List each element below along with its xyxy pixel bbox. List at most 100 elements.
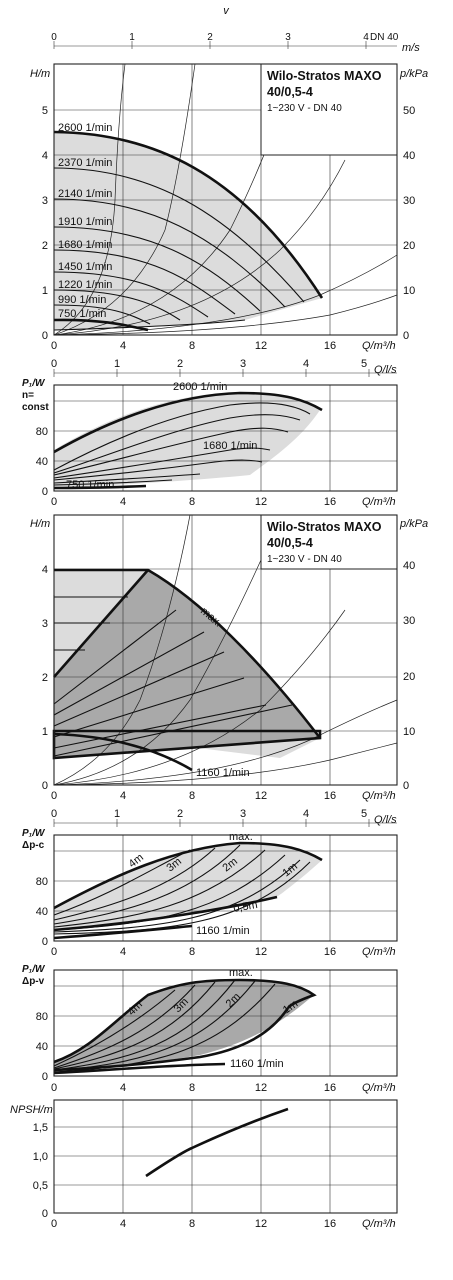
x-tick: 16 xyxy=(324,946,336,958)
y-right-tick: 30 xyxy=(403,615,415,627)
product-name: Wilo-Stratos MAXO xyxy=(267,69,382,83)
power-curves xyxy=(53,391,323,490)
x-tick: 16 xyxy=(324,790,336,802)
velocity-tick: 3 xyxy=(285,32,291,43)
y-axis-label-3: const xyxy=(22,402,49,413)
speed-curve-1450 xyxy=(53,271,209,318)
y-right-tick: 30 xyxy=(403,195,415,207)
y-axis-label-2: n= xyxy=(22,390,34,401)
y-right-tick: 20 xyxy=(403,240,415,252)
velocity-axis-unit: m/s xyxy=(402,42,420,54)
dpc-label: 0,5m xyxy=(232,899,258,915)
product-subtitle: 1~230 V - DN 40 xyxy=(267,554,342,565)
y-tick: 4 xyxy=(42,564,48,576)
dpv-area xyxy=(54,980,314,1070)
x-tick: 12 xyxy=(255,340,267,352)
power-curve-750 xyxy=(53,484,147,490)
x-tick: 4 xyxy=(120,1082,126,1094)
y-tick: 40 xyxy=(36,906,48,918)
pipe-size-label: DN 40 xyxy=(370,32,399,43)
y-tick: 1,5 xyxy=(33,1122,48,1134)
power-curve-1680 xyxy=(53,459,263,481)
dpc-curves xyxy=(53,841,323,940)
y-tick: 0 xyxy=(42,486,48,498)
x-tick: 4 xyxy=(120,340,126,352)
x-tick: 8 xyxy=(189,790,195,802)
velocity-axis-label: v xyxy=(223,5,230,17)
y-tick: 0 xyxy=(42,1071,48,1083)
x-tick: 0 xyxy=(51,946,57,958)
dpc-label: max. xyxy=(229,831,253,843)
speed-curves xyxy=(53,130,324,332)
y-axis-label: H/m xyxy=(30,68,50,80)
power-label: 1680 1/min xyxy=(203,440,257,452)
flow-ls-tick: 1 xyxy=(114,808,120,820)
x-tick: 16 xyxy=(324,340,336,352)
flow-ls-label: Q/l/s xyxy=(374,814,397,826)
y-tick: 0 xyxy=(42,780,48,792)
min-label: 1160 1/min xyxy=(196,767,250,779)
x-tick: 0 xyxy=(51,790,57,802)
product-model: 40/0,5-4 xyxy=(267,85,313,99)
x-tick: 8 xyxy=(189,1218,195,1230)
speed-curve-1680 xyxy=(53,249,236,315)
x-tick: 12 xyxy=(255,1218,267,1230)
flow-ls-tick: 2 xyxy=(177,358,183,370)
speed-label: 990 1/min xyxy=(58,294,106,306)
speed-curve-2140 xyxy=(53,198,286,308)
dpv-label: max. xyxy=(229,967,253,979)
speed-curve-990 xyxy=(53,304,151,325)
speed-label: 1910 1/min xyxy=(58,216,112,228)
x-tick: 0 xyxy=(51,1218,57,1230)
y-tick: 0 xyxy=(42,1208,48,1220)
speed-labels: 2600 1/min 2370 1/min 2140 1/min 1910 1/… xyxy=(58,122,112,320)
speed-curve-1220 xyxy=(53,289,181,321)
y-tick: 80 xyxy=(36,426,48,438)
npsh-curve xyxy=(145,1107,289,1178)
power-curve-max xyxy=(53,841,323,910)
speed-curve-1910 xyxy=(53,226,261,312)
x-tick: 16 xyxy=(324,496,336,508)
velocity-axis: v 0 1 2 3 4 DN 40 m/s xyxy=(51,5,420,54)
velocity-tick: 0 xyxy=(51,32,57,43)
flow-ls-tick: 4 xyxy=(303,358,309,370)
y-tick: 3 xyxy=(42,618,48,630)
panel-power-const: 2600 1/min 1680 1/min 750 1/min P₁/W n= … xyxy=(22,378,398,508)
flow-ls-tick: 0 xyxy=(51,358,57,370)
flow-ls-axis: 0 1 2 3 4 5 Q/l/s xyxy=(51,358,397,377)
flow-ls-tick: 3 xyxy=(240,358,246,370)
x-tick: 12 xyxy=(255,1082,267,1094)
y-tick: 1 xyxy=(42,285,48,297)
y-tick: 1 xyxy=(42,726,48,738)
flow-ls-tick: 3 xyxy=(240,808,246,820)
flow-ls-tick: 0 xyxy=(51,808,57,820)
y-axis-label-2: Δp-c xyxy=(22,840,45,851)
y-tick: 0 xyxy=(42,330,48,342)
panel-power-dpv: max. 4m 3m 2m 1m 1160 1/min P₁/W Δp-v 0 … xyxy=(22,964,398,1094)
y-right-tick: 10 xyxy=(403,726,415,738)
x-axis-label: Q/m³/h xyxy=(362,340,396,352)
x-axis-label: Q/m³/h xyxy=(362,1082,396,1094)
product-name: Wilo-Stratos MAXO xyxy=(267,520,382,534)
flow-ls-tick: 4 xyxy=(303,808,309,820)
dpc-label: 1160 1/min xyxy=(196,925,250,937)
y-tick: 0 xyxy=(42,936,48,948)
speed-label: 2140 1/min xyxy=(58,188,112,200)
x-tick: 8 xyxy=(189,340,195,352)
flow-ls-axis-2: 0 1 2 3 4 5 Q/l/s xyxy=(51,808,397,827)
x-tick: 8 xyxy=(189,1082,195,1094)
speed-curve-750 xyxy=(53,318,149,332)
x-tick: 12 xyxy=(255,946,267,958)
y-right-tick: 40 xyxy=(403,150,415,162)
y-right-tick: 50 xyxy=(403,105,415,117)
y-tick: 2 xyxy=(42,240,48,252)
power-label: 2600 1/min xyxy=(173,381,227,393)
x-tick: 0 xyxy=(51,496,57,508)
flow-ls-tick: 5 xyxy=(361,358,367,370)
y-axis-label-2: Δp-v xyxy=(22,976,45,987)
y-axis-right-label: p/kPa xyxy=(399,68,428,80)
product-model: 40/0,5-4 xyxy=(267,536,313,550)
y-right-tick: 40 xyxy=(403,560,415,572)
x-tick: 8 xyxy=(189,496,195,508)
